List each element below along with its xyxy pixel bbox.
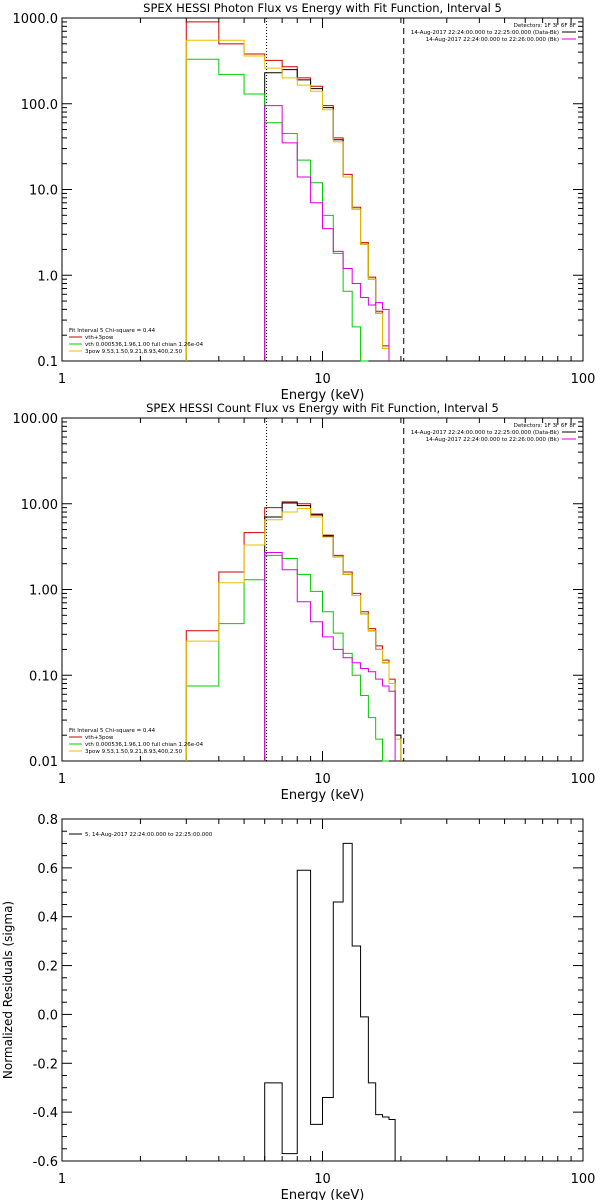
y-tick-label: 10.0 [29,184,58,199]
legend-right-entry: 14-Aug-2017 22:24:00.000 to 22:26:00.000… [426,437,559,443]
x-tick-label: 1 [58,1172,66,1187]
legend-right-header: Detectors: 1F 3F 6F 8F [514,423,576,429]
legend-entry: vth 0.000536,1.96,1.00 full chian 1.26e-… [85,742,204,748]
legend-right-entry: 14-Aug-2017 22:24:00.000 to 22:25:00.000… [411,430,559,436]
chart-title: SPEX HESSI Photon Flux vs Energy with Fi… [143,1,502,15]
legend-entry: vth 0.000536,1.96,1.00 full chian 1.26e-… [85,342,204,348]
y-tick-label: 0.4 [37,911,58,926]
y-tick-label: 1.0 [37,269,58,284]
series-line-5 [264,105,390,361]
y-tick-label: -0.2 [33,1057,58,1072]
legend-entry: 3pow 9.53,1.50,9.21,8.93,400,2.50 [85,749,183,755]
legend-right-entry: 14-Aug-2017 22:24:00.000 to 22:25:00.000… [411,30,559,36]
y-tick-label: 100.0 [21,98,58,113]
x-tick-label: 10 [314,372,331,387]
y-tick-label: 1.00 [29,584,58,599]
y-tick-label: -0.6 [33,1155,58,1170]
legend-entry: 3pow 9.53,1.50,9.21,8.93,400,2.50 [85,349,183,355]
x-tick-label: 1 [58,372,66,387]
chart-title: SPEX HESSI Count Flux vs Energy with Fit… [146,401,499,415]
y-tick-label: 0.1 [37,355,58,370]
series-line-4 [185,39,390,361]
x-axis-label: Energy (keV) [281,1188,365,1200]
y-tick-label: 100.00 [13,412,59,427]
y-tick-label: 0.8 [37,813,58,828]
legend-entry: 5, 14-Aug-2017 22:24:00.000 to 22:25:00.… [85,832,213,838]
x-tick-label: 10 [314,1172,331,1187]
y-tick-label: 1000.0 [13,12,59,27]
series-line-4 [185,508,402,761]
x-tick-label: 1 [58,772,66,787]
x-tick-label: 10 [314,772,331,787]
legend-header: Fit Interval 5 Chi-square = 0.44 [69,328,156,334]
legend-entry: vth+3pow [85,735,114,741]
y-tick-label: 0.0 [37,1008,58,1023]
series-line-3 [185,554,389,762]
y-tick-label: 0.6 [37,862,58,877]
legend-header: Fit Interval 5 Chi-square = 0.44 [69,728,156,734]
chart-panel-2: SPEX HESSI Count Flux vs Energy with Fit… [13,401,596,803]
y-tick-label: 0.10 [29,669,58,684]
chart-panel-3: 1 10 100 Energy (keV) -0.6 -0.4 -0.2 0.0 0.2 0.4 0… [1,813,595,1200]
legend-entry: vth+3pow [85,335,114,341]
x-tick-label: 100 [571,372,596,387]
plot-frame [61,417,584,762]
x-tick-label: 100 [571,772,596,787]
x-axis-label: Energy (keV) [281,388,365,403]
series-line-3 [185,58,369,362]
series-line-5 [264,552,396,761]
legend-right-header: Detectors: 1F 3F 6F 8F [514,23,576,29]
legend-right-entry: 14-Aug-2017 22:24:00.000 to 22:26:00.000… [426,37,559,43]
series-line-1 [264,842,401,1162]
y-tick-label: 0.01 [29,755,58,770]
x-tick-label: 100 [571,1172,596,1187]
y-axis-label: Normalized Residuals (sigma) [1,901,15,1079]
series-line-1 [185,21,390,361]
x-axis-label: Energy (keV) [281,788,365,803]
series-line-1 [185,501,402,761]
y-tick-label: 0.2 [37,960,58,975]
y-tick-label: -0.4 [33,1106,58,1121]
y-tick-label: 10.00 [21,498,58,513]
chart-panel-1: SPEX HESSI Photon Flux vs Energy with Fi… [13,1,596,403]
